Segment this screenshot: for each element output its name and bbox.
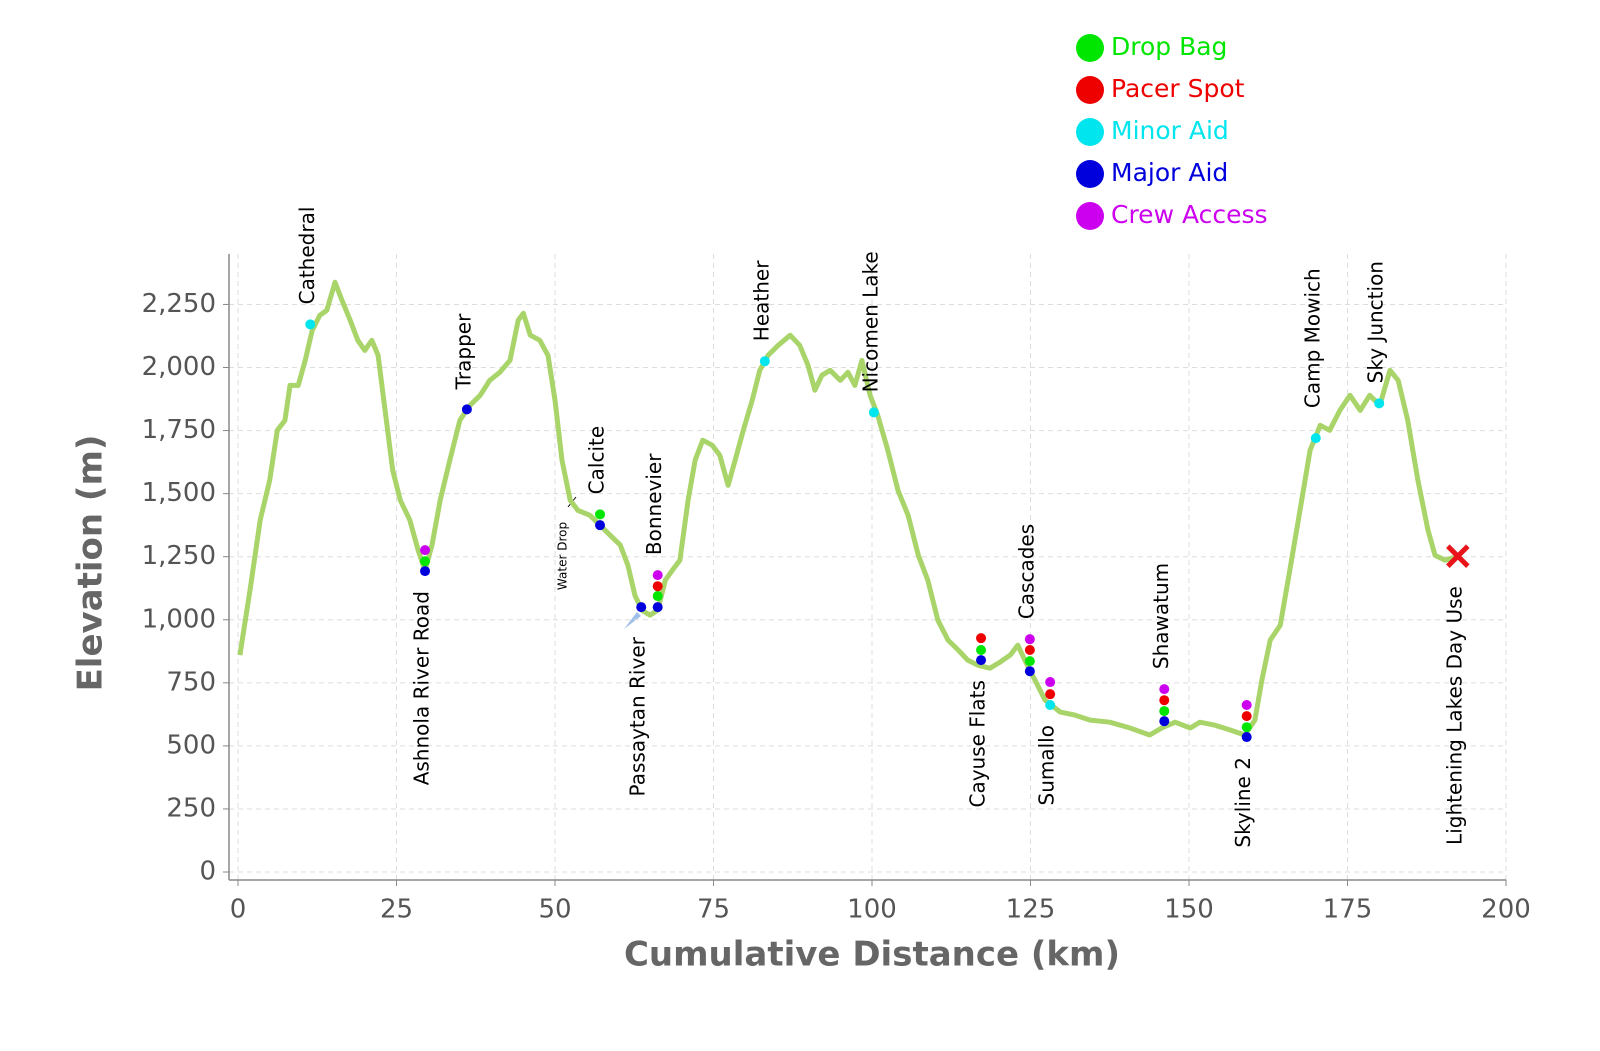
legend-label: Crew Access — [1111, 200, 1268, 229]
legend-label: Major Aid — [1111, 158, 1228, 187]
station-marker — [1159, 684, 1170, 695]
station-marker — [1024, 634, 1035, 645]
station-marker — [1241, 711, 1252, 722]
x-tick-label: 175 — [1323, 895, 1373, 925]
legend-label: Minor Aid — [1111, 116, 1229, 145]
x-tick-label: 0 — [230, 895, 247, 925]
x-axis-label: Cumulative Distance (km) — [624, 935, 1120, 975]
y-axis-label: Elevation (m) — [71, 435, 111, 692]
x-tick-label: 50 — [538, 895, 571, 925]
station-label: Cascades — [1014, 524, 1038, 619]
station-marker — [1241, 732, 1252, 743]
y-tick-label: 1,500 — [142, 478, 216, 508]
station-marker — [595, 509, 606, 520]
finish-stroke — [1446, 544, 1470, 568]
x-tick-label: 100 — [847, 895, 897, 925]
legend-swatch — [1076, 118, 1104, 146]
legend-label: Drop Bag — [1111, 32, 1227, 61]
station-marker — [1045, 700, 1056, 711]
station-marker — [420, 566, 431, 577]
station-marker — [1310, 433, 1321, 444]
station-marker — [1159, 716, 1170, 727]
station-marker — [636, 602, 647, 613]
station-marker — [1045, 677, 1056, 688]
station-label: Trapper — [451, 313, 475, 390]
station-marker — [595, 520, 606, 531]
station-label: Passaytan River — [626, 636, 650, 796]
y-tick-label: 500 — [166, 730, 216, 760]
legend-label: Pacer Spot — [1111, 74, 1245, 103]
station-label: Cayuse Flats — [966, 680, 990, 807]
legend-swatch — [1076, 76, 1104, 104]
y-tick-label: 2,000 — [142, 352, 216, 382]
station-marker — [461, 404, 472, 415]
station-label: Calcite — [585, 426, 609, 494]
station-label: Bonnevier — [642, 453, 666, 555]
legend-swatch — [1076, 202, 1104, 230]
station-marker — [976, 655, 987, 666]
x-tick-label: 125 — [1006, 895, 1056, 925]
x-tick-label: 25 — [380, 895, 413, 925]
station-marker — [868, 407, 879, 418]
y-tick-label: 2,250 — [142, 289, 216, 319]
station-marker — [1241, 722, 1252, 733]
y-tick-label: 1,250 — [142, 541, 216, 571]
annotation: Water Drop — [556, 522, 570, 590]
station-marker — [1159, 695, 1170, 706]
station-marker — [976, 645, 987, 656]
y-tick-label: 1,000 — [142, 604, 216, 634]
legend-swatch — [1076, 160, 1104, 188]
station-label: Skyline 2 — [1231, 757, 1255, 848]
x-tick-label: 75 — [697, 895, 730, 925]
station-label: Lightening Lakes Day Use — [1442, 586, 1466, 845]
finish-marker — [1446, 544, 1470, 568]
legend-swatch — [1076, 34, 1104, 62]
station-marker — [652, 570, 663, 581]
station-marker — [652, 581, 663, 592]
station-label: Sky Junction — [1364, 261, 1388, 383]
station-label: Heather — [749, 260, 773, 341]
station-marker — [1024, 666, 1035, 677]
station-marker — [420, 556, 431, 567]
station-marker — [1241, 700, 1252, 711]
station-marker — [420, 545, 431, 556]
pointer — [624, 612, 641, 629]
x-tick-label: 200 — [1481, 895, 1531, 925]
station-marker — [1159, 706, 1170, 717]
station-marker — [305, 319, 316, 330]
station-marker — [1045, 689, 1056, 700]
station-label: Nicomen Lake — [858, 251, 882, 392]
station-marker — [759, 356, 770, 367]
y-tick-label: 0 — [199, 857, 216, 887]
y-tick-label: 1,750 — [142, 415, 216, 445]
station-marker — [1374, 398, 1385, 409]
station-label: Camp Mowich — [1300, 268, 1324, 408]
station-marker — [652, 591, 663, 602]
y-tick-label: 750 — [166, 667, 216, 697]
station-label: Sumallo — [1035, 725, 1059, 805]
station-marker — [976, 633, 987, 644]
x-tick-label: 150 — [1164, 895, 1214, 925]
station-label: Ashnola River Road — [410, 591, 434, 785]
y-tick-label: 250 — [166, 793, 216, 823]
station-label: Shawatum — [1149, 563, 1173, 669]
station-marker — [1024, 656, 1035, 667]
station-marker — [1024, 645, 1035, 656]
station-label: Cathedral — [295, 207, 319, 305]
station-marker — [652, 602, 663, 613]
